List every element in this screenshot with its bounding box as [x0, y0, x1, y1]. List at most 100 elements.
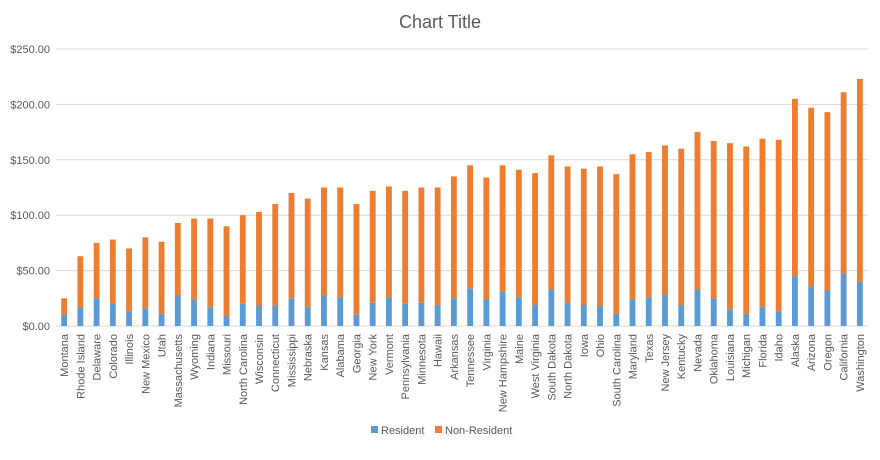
bar-resident	[840, 273, 847, 326]
y-axis-tick-labels: $0.00 $50.00 $100.00 $150.00 $200.00 $250.00	[10, 44, 50, 333]
x-tick-label: Maryland	[628, 334, 640, 379]
bar-non-resident	[353, 204, 360, 315]
bar-resident	[694, 289, 701, 326]
bar-resident	[759, 307, 766, 326]
bar-resident	[174, 294, 181, 326]
x-tick-label: Wyoming	[189, 334, 201, 380]
x-tick-label: North Dakota	[563, 333, 575, 399]
bar-non-resident	[467, 165, 474, 289]
bar-resident	[385, 297, 392, 326]
x-tick-label: Illinois	[124, 334, 136, 365]
bar-resident	[499, 291, 506, 326]
bar-resident	[337, 297, 344, 326]
bar-non-resident	[808, 107, 815, 287]
bar-resident	[369, 302, 376, 326]
bar-non-resident	[580, 168, 587, 305]
x-tick-label: Vermont	[384, 334, 396, 375]
bar-resident	[808, 286, 815, 326]
x-tick-label: Louisiana	[725, 333, 737, 381]
y-tick-label: $250.00	[10, 44, 50, 56]
x-tick-label: Mississippi	[286, 334, 298, 387]
bar-resident	[191, 299, 197, 326]
bar-non-resident	[256, 211, 262, 307]
bar-resident	[434, 304, 441, 326]
x-tick-label: Arkansas	[449, 334, 461, 380]
bar-resident	[580, 304, 587, 326]
x-tick-label: Wisconsin	[254, 334, 266, 384]
x-tick-label: Oklahoma	[709, 333, 721, 384]
bar-non-resident	[532, 173, 539, 305]
bar-non-resident	[207, 218, 214, 308]
x-tick-label: Montana	[59, 333, 71, 377]
bar-non-resident	[61, 298, 68, 315]
bar-non-resident	[645, 152, 652, 298]
bar-resident	[239, 303, 246, 326]
bar-resident	[207, 307, 214, 326]
x-tick-label: Missouri	[222, 334, 234, 375]
bar-non-resident	[191, 218, 197, 300]
x-tick-label: Texas	[644, 334, 656, 363]
x-tick-label: New Mexico	[140, 334, 152, 394]
bar-non-resident	[727, 143, 733, 310]
x-tick-label: West Virginia	[530, 333, 542, 398]
bar-non-resident	[77, 256, 84, 308]
bar-non-resident	[678, 148, 685, 305]
bar-resident	[629, 299, 636, 326]
bar-resident	[304, 307, 311, 326]
bar-non-resident	[499, 165, 506, 292]
bar-resident	[158, 313, 165, 326]
x-tick-label: Virginia	[481, 333, 493, 370]
x-tick-label: Pennsylvania	[400, 333, 412, 399]
x-tick-label: Connecticut	[270, 334, 282, 392]
y-tick-label: $0.00	[22, 321, 50, 333]
bar-resident	[272, 306, 279, 326]
bar-resident	[727, 309, 733, 326]
bar-non-resident	[288, 193, 295, 299]
bar-non-resident	[434, 187, 441, 305]
bar-resident	[515, 297, 522, 326]
x-tick-label: Rhode Island	[75, 334, 87, 399]
bar-non-resident	[109, 239, 116, 304]
x-tick-label: Alabama	[335, 333, 347, 377]
bars	[61, 78, 863, 326]
legend: Resident Non-Resident	[371, 425, 512, 437]
bar-resident	[791, 276, 798, 326]
bar-resident	[77, 307, 84, 326]
bar-resident	[61, 314, 68, 326]
y-tick-label: $50.00	[16, 266, 50, 278]
bar-resident	[109, 303, 116, 326]
x-tick-label: Nevada	[692, 333, 704, 372]
bar-non-resident	[856, 78, 863, 282]
bar-resident	[93, 298, 100, 326]
bar-resident	[856, 281, 863, 326]
bar-non-resident	[385, 186, 392, 298]
bar-non-resident	[759, 138, 766, 308]
bar-non-resident	[239, 215, 246, 304]
chart-title: Chart Title	[399, 12, 481, 32]
legend-label: Non-Resident	[445, 425, 512, 437]
bar-resident	[678, 304, 685, 326]
x-axis-tick-labels: Montana Rhode Island Delaware Colorado Illin…	[59, 333, 867, 412]
bar-resident	[710, 298, 717, 326]
x-tick-label: Maine	[514, 334, 526, 364]
bar-resident	[613, 313, 620, 326]
bar-resident	[321, 294, 327, 326]
x-tick-label: Oregon	[822, 334, 834, 371]
y-tick-label: $100.00	[10, 210, 50, 222]
bar-non-resident	[126, 248, 133, 312]
x-tick-label: Iowa	[579, 333, 591, 357]
bar-resident	[775, 311, 782, 326]
bar-non-resident	[483, 177, 490, 300]
bar-non-resident	[304, 198, 311, 308]
x-tick-label: South Carolina	[611, 333, 623, 407]
x-tick-label: Tennessee	[465, 334, 477, 387]
bar-non-resident	[840, 92, 847, 274]
bar-non-resident	[272, 204, 279, 307]
legend-label: Resident	[381, 425, 424, 437]
bar-resident	[564, 302, 571, 326]
y-tick-label: $150.00	[10, 155, 50, 167]
bar-resident	[483, 299, 490, 326]
x-tick-label: Delaware	[92, 334, 104, 380]
bar-resident	[467, 288, 474, 326]
